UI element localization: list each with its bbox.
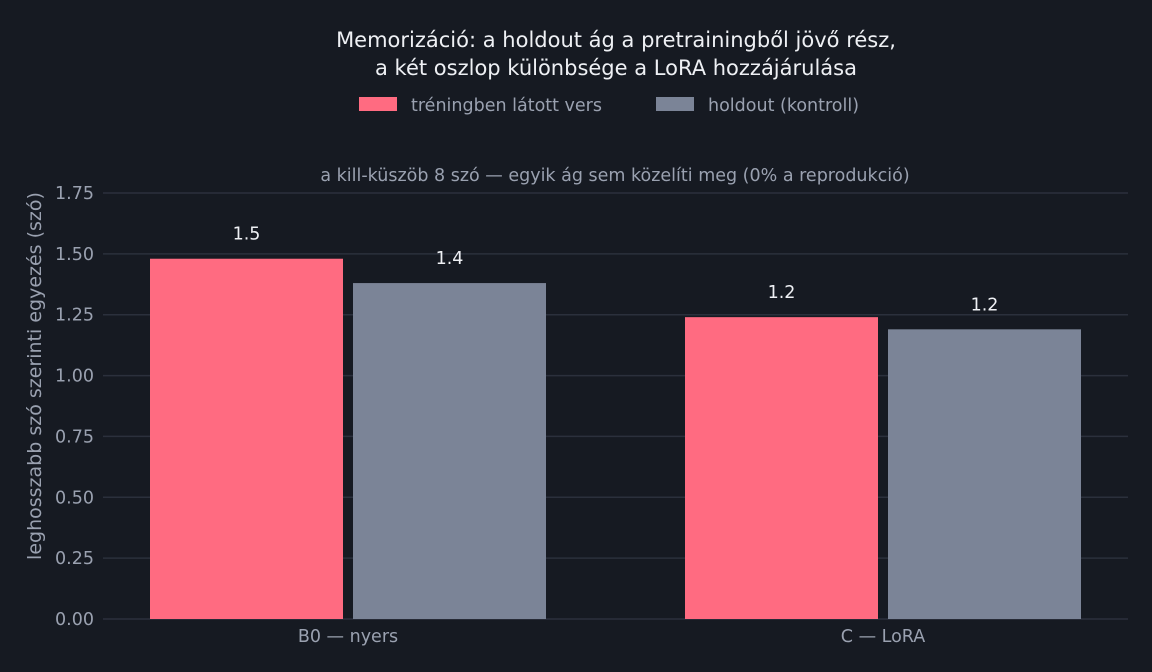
- bars: [150, 258, 1081, 619]
- chart-subtitle: a kill-küszöb 8 szó — egyik ág sem közel…: [320, 166, 909, 186]
- legend-swatch-holdout: [656, 97, 694, 111]
- y-tick-label: 0.00: [55, 610, 94, 630]
- chart-title-line-1: Memorizáció: a holdout ág a pretrainingb…: [336, 28, 896, 52]
- y-axis-ticks: 0.00 0.25 0.50 0.75 1.00 1.25 1.50 1.75: [55, 184, 94, 630]
- x-tick-label: C — LoRA: [841, 627, 925, 647]
- y-tick-label: 1.50: [55, 245, 94, 265]
- bar: [353, 283, 546, 619]
- y-tick-label: 0.25: [55, 549, 94, 569]
- bar-value-label: 1.2: [768, 283, 796, 303]
- y-tick-label: 0.75: [55, 427, 94, 447]
- y-tick-label: 1.75: [55, 184, 94, 204]
- bar-value-label: 1.2: [971, 295, 999, 315]
- bar-value-label: 1.4: [436, 249, 464, 269]
- legend-swatch-trained: [359, 97, 397, 111]
- x-tick-label: B0 — nyers: [298, 627, 398, 647]
- x-axis-ticks: B0 — nyers C — LoRA: [298, 627, 925, 647]
- bar: [888, 329, 1081, 619]
- y-tick-label: 1.25: [55, 306, 94, 326]
- bar: [685, 317, 878, 619]
- legend-label-holdout: holdout (kontroll): [708, 96, 859, 116]
- y-tick-label: 1.00: [55, 367, 94, 387]
- bar-value-label: 1.5: [233, 225, 261, 245]
- chart-title-line-2: a két oszlop különbsége a LoRA hozzájáru…: [375, 56, 857, 80]
- y-tick-label: 0.50: [55, 488, 94, 508]
- y-axis-label: leghosszabb szó szerinti egyezés (szó): [24, 192, 46, 560]
- legend: tréningben látott vers holdout (kontroll…: [359, 96, 859, 116]
- legend-label-trained: tréningben látott vers: [411, 96, 602, 116]
- value-labels: 1.5 1.4 1.2 1.2: [233, 225, 999, 316]
- bar: [150, 258, 343, 619]
